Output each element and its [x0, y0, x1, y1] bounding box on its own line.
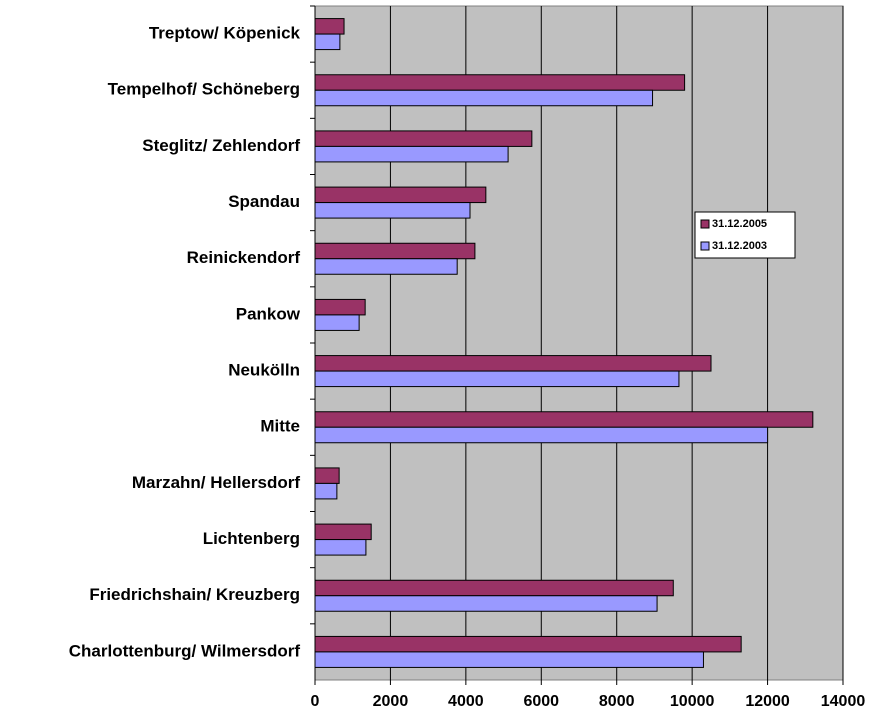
- y-tick-label: Friedrichshain/ Kreuzberg: [89, 585, 300, 604]
- x-tick-label: 14000: [821, 693, 866, 710]
- y-tick-label: Neukölln: [228, 361, 300, 380]
- y-tick-label: Charlottenburg/ Wilmersdorf: [69, 641, 301, 660]
- legend-swatch: [700, 241, 710, 251]
- bar: [314, 370, 680, 388]
- y-tick-label: Steglitz/ Zehlendorf: [142, 136, 300, 155]
- bar: [314, 33, 341, 51]
- y-tick-label: Mitte: [260, 417, 300, 436]
- bar: [314, 242, 476, 260]
- y-tick-label: Treptow/ Köpenick: [149, 24, 301, 43]
- bar: [314, 130, 533, 147]
- bar: [314, 18, 345, 35]
- x-tick-label: 2000: [373, 693, 409, 710]
- x-tick-label: 12000: [745, 693, 790, 710]
- bar: [314, 74, 686, 91]
- legend-box: [694, 211, 796, 259]
- legend-label: 31.12.2005: [712, 218, 767, 230]
- y-tick-label: Spandau: [228, 192, 300, 211]
- bar: [314, 314, 360, 331]
- x-tick-label: 8000: [599, 693, 635, 710]
- x-tick-label: 6000: [523, 693, 559, 710]
- bar: [314, 595, 658, 612]
- bar: [314, 635, 742, 653]
- bar: [314, 89, 654, 107]
- bar: [314, 482, 338, 500]
- y-tick-label: Reinickendorf: [187, 248, 301, 267]
- bar: [314, 523, 372, 541]
- bar: [314, 411, 814, 428]
- bar: [314, 426, 769, 444]
- bar: [314, 258, 458, 275]
- bar: [314, 355, 712, 372]
- bar: [314, 539, 367, 556]
- y-tick-label: Marzahn/ Hellersdorf: [132, 473, 300, 492]
- bar: [314, 298, 366, 316]
- plot-area: [314, 5, 844, 681]
- x-tick-label: 0: [311, 693, 320, 710]
- bar: [314, 579, 674, 597]
- x-tick-label: 4000: [448, 693, 484, 710]
- bar: [314, 651, 704, 668]
- bar: [314, 145, 509, 163]
- legend-label: 31.12.2003: [712, 240, 767, 252]
- bar: [314, 186, 487, 204]
- y-tick-label: Pankow: [236, 304, 301, 323]
- y-tick-label: Tempelhof/ Schöneberg: [108, 80, 300, 99]
- legend-swatch: [700, 219, 710, 229]
- bar: [314, 202, 471, 219]
- x-tick-label: 10000: [670, 693, 715, 710]
- bar: [314, 467, 340, 484]
- y-tick-label: Lichtenberg: [203, 529, 300, 548]
